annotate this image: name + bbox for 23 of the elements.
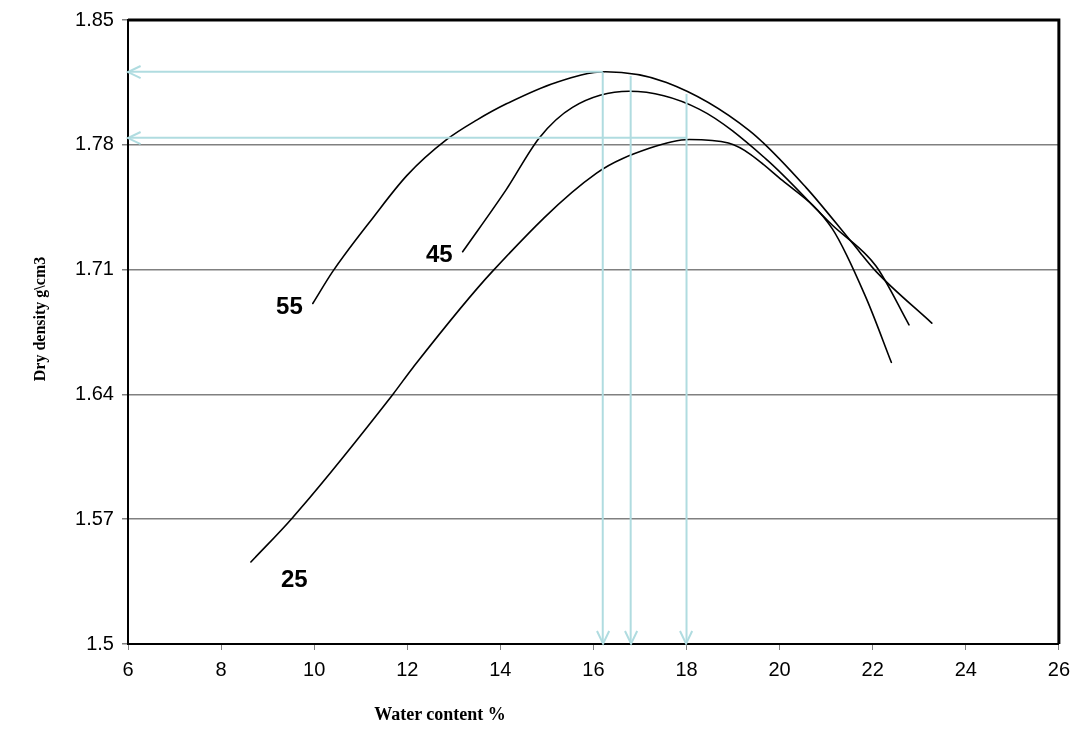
- y-tick-label: 1.71: [75, 257, 114, 280]
- x-tick-label: 12: [396, 657, 419, 680]
- x-tick-label: 24: [954, 657, 977, 680]
- series-label: 45: [425, 240, 453, 268]
- y-tick-label: 1.57: [75, 506, 114, 529]
- x-tick-label: 16: [582, 657, 605, 680]
- x-tick-label: 18: [675, 657, 698, 680]
- y-tick-label: 1.78: [75, 132, 114, 155]
- x-tick-label: 10: [303, 657, 326, 680]
- y-tick-label: 1.64: [75, 381, 114, 404]
- x-tick-label: 6: [122, 657, 134, 680]
- line-series: [311, 70, 933, 324]
- y-tick-label: 1.85: [75, 7, 114, 30]
- x-axis-title: Water content %: [373, 704, 507, 725]
- y-tick-label: 1.5: [86, 631, 114, 654]
- x-tick-label: 8: [215, 657, 227, 680]
- series-label: 55: [276, 292, 303, 320]
- y-axis-title: Dry density g\cm3: [31, 255, 49, 384]
- x-tick-label: 22: [861, 657, 884, 680]
- x-tick-label: 20: [768, 657, 791, 680]
- x-tick-label: 14: [489, 657, 512, 680]
- series-label: 25: [280, 564, 308, 592]
- x-tick-label: 26: [1047, 657, 1070, 680]
